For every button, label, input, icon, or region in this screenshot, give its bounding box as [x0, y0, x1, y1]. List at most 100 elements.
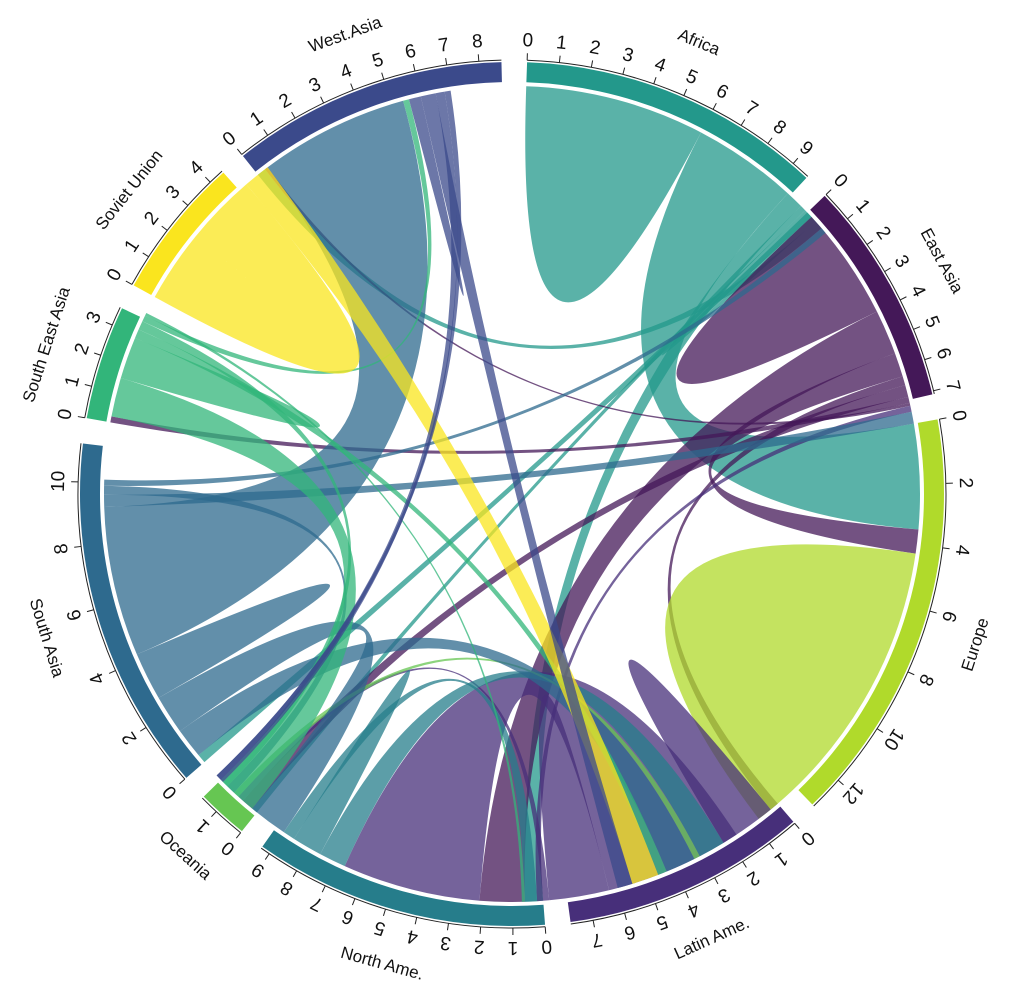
tick-label: 0	[54, 407, 77, 421]
tick-label: 3	[306, 74, 325, 98]
sector-arc-south-asia	[79, 443, 202, 778]
tick-label: 1	[61, 374, 84, 389]
tick-mark	[412, 64, 416, 72]
tick-mark	[685, 891, 689, 899]
ribbon-west-asia-to-europe	[420, 93, 633, 889]
tick-mark	[924, 356, 932, 361]
tick-label: 5	[372, 916, 388, 939]
tick-mark	[182, 200, 189, 206]
tick-label: 0	[947, 409, 970, 423]
tick-label: 1	[555, 32, 568, 54]
ribbon-africa-to-africa	[525, 86, 702, 303]
tick-label: 9	[795, 137, 817, 160]
tick-label: 2	[743, 866, 763, 889]
tick-mark	[740, 119, 746, 126]
tick-label: 12	[838, 778, 868, 808]
tick-mark	[876, 728, 884, 733]
tick-label: 1	[851, 196, 874, 217]
tick-label: 8	[769, 116, 790, 139]
tick-mark	[866, 240, 874, 245]
tick-mark	[381, 72, 385, 80]
tick-label: 6	[937, 608, 960, 624]
tick-mark	[847, 213, 854, 220]
tick-mark	[837, 779, 844, 786]
ribbon-soviet-union-to-europe	[246, 167, 659, 884]
tick-label: 4	[906, 282, 930, 301]
tick-label: 5	[683, 66, 701, 89]
tick-label: 4	[405, 925, 420, 948]
tick-mark	[93, 352, 101, 356]
tick-label: 6	[339, 905, 356, 928]
tick-mark	[624, 913, 627, 921]
tick-mark	[77, 416, 85, 419]
sector-label-south-asia: South Asia	[26, 596, 68, 680]
tick-label: 2	[140, 208, 163, 229]
ribbon-south-asia-to-north-ame	[158, 621, 374, 833]
sector-label-africa: Africa	[675, 25, 723, 59]
tick-mark	[767, 137, 773, 144]
tick-label: 8	[914, 671, 937, 689]
tick-mark	[139, 727, 147, 732]
tick-label: 4	[652, 54, 669, 77]
ribbon-latin-ame-to-latin-ame	[538, 694, 610, 901]
sector-axis-north-ame	[260, 847, 546, 929]
tick-label: 1	[508, 937, 519, 958]
tick-mark	[105, 321, 113, 326]
tick-mark	[211, 811, 217, 818]
tick-label: 1	[121, 236, 144, 256]
tick-label: 2	[473, 935, 485, 957]
ribbon-africa-to-north-ame	[524, 193, 801, 902]
tick-label: 0	[103, 265, 126, 284]
tick-mark	[74, 545, 82, 548]
sector-axis-europe	[813, 418, 947, 807]
sector-label-europe: Europe	[958, 616, 993, 674]
sector-arc-oceania	[203, 782, 255, 832]
tick-mark	[933, 388, 941, 392]
sector-arc-south-east-asia	[86, 308, 141, 422]
sector-axis-latin-ame	[570, 822, 796, 925]
tick-label: 6	[403, 41, 418, 64]
tick-label: 2	[871, 223, 894, 244]
tick-mark	[445, 57, 448, 66]
tick-label: 0	[219, 128, 240, 151]
tick-mark	[292, 870, 298, 878]
tick-label: 3	[890, 252, 913, 272]
tick-label: 0	[218, 836, 239, 859]
tick-label: 3	[162, 182, 185, 204]
tick-mark	[913, 326, 921, 330]
sector-axis-south-east-asia	[84, 307, 121, 418]
tick-mark	[263, 129, 269, 136]
sector-arc-soviet-union	[133, 172, 237, 296]
tick-mark	[108, 670, 116, 674]
tick-label: 7	[437, 35, 451, 57]
tick-label: 7	[308, 892, 327, 916]
ribbon-latin-ame-to-europe	[628, 659, 771, 843]
tick-mark	[792, 157, 799, 164]
tick-label: 0	[541, 935, 553, 957]
tick-label: 6	[713, 80, 732, 104]
tick-label: 0	[159, 781, 182, 803]
ribbon-europe-to-europe	[665, 544, 916, 819]
tick-mark	[479, 926, 482, 934]
tick-label: 0	[522, 30, 533, 51]
tick-label: 7	[941, 378, 964, 393]
tick-mark	[683, 88, 688, 96]
tick-mark	[712, 102, 717, 110]
tick-mark	[477, 54, 480, 62]
sector-arc-africa	[526, 62, 807, 193]
sector-arc-europe	[798, 419, 944, 805]
tick-label: 7	[590, 928, 604, 951]
tick-label: 3	[714, 883, 733, 907]
tick-label: 10	[879, 725, 908, 754]
sector-axis-east-asia	[825, 194, 935, 394]
tick-mark	[558, 55, 561, 63]
tick-mark	[655, 903, 659, 911]
sector-label-north-ame: North Ame.	[339, 943, 426, 984]
tick-label: 0	[829, 170, 851, 192]
sector-label-latin-ame: Latin Ame.	[671, 913, 752, 963]
tick-label: 5	[920, 313, 943, 331]
tick-label: 2	[588, 37, 602, 60]
sector-arc-north-ame	[262, 830, 546, 926]
